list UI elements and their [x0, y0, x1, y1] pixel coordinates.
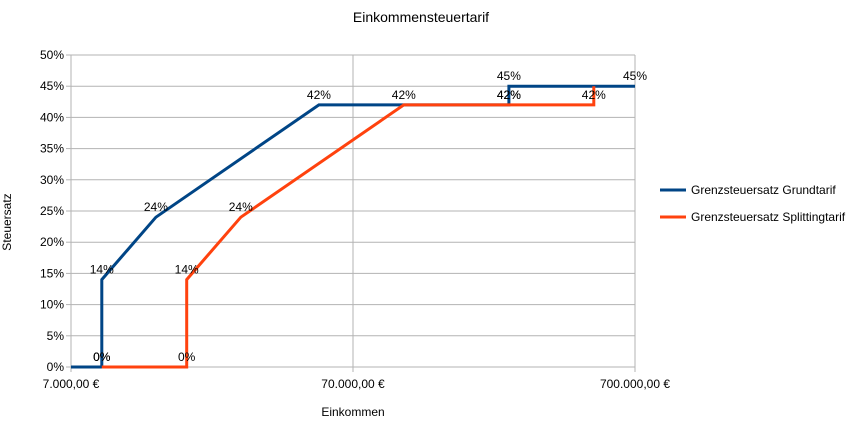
y-tick-label: 30%	[40, 173, 64, 187]
data-label: 24%	[229, 200, 253, 214]
data-label: 24%	[144, 200, 168, 214]
series-line-2	[101, 86, 596, 369]
legend-entry: Grenzsteuersatz Splittingtarif	[691, 210, 846, 224]
data-label: 0%	[178, 350, 196, 364]
data-label: 0%	[93, 350, 111, 364]
y-tick-label: 25%	[40, 204, 64, 218]
y-tick-label: 5%	[47, 329, 65, 343]
data-labels: 14%24%42% 42%45% 45%0%0%14%24%42% 42% 42%0%	[90, 69, 648, 364]
data-label: 42%	[497, 88, 521, 102]
y-tick-label: 50%	[40, 48, 64, 62]
y-tick-label: 35%	[40, 142, 64, 156]
y-tick-label: 20%	[40, 235, 64, 249]
series-layer	[71, 84, 635, 369]
data-label: 42%	[392, 88, 416, 102]
data-label: 45%	[497, 69, 521, 83]
legend-entry: Grenzsteuersatz Grundtarif	[691, 183, 836, 197]
y-tick-label: 45%	[40, 79, 64, 93]
x-axis-label: Einkommen	[321, 405, 384, 419]
y-tick-label: 15%	[40, 266, 64, 280]
data-label: 0%	[93, 350, 111, 364]
chart-title: Einkommensteuertarif	[353, 9, 489, 25]
legend: Grenzsteuersatz Grundtarif Grenzsteuersat…	[660, 183, 846, 224]
data-label: 14%	[90, 263, 114, 277]
data-label: 42%	[582, 88, 606, 102]
series-line-1	[71, 84, 635, 369]
data-label: 45%	[623, 69, 647, 83]
axes: 0% 5% 10% 15% 20% 25% 30% 35% 40% 45% 50% 7.000,00 …	[40, 48, 670, 391]
y-tick-label: 10%	[40, 298, 64, 312]
y-tick-label: 40%	[40, 110, 64, 124]
x-tick-label: 70.000,00 €	[321, 377, 385, 391]
x-tick-label: 7.000,00 €	[43, 377, 100, 391]
x-tick-label: 700.000,00 €	[600, 377, 670, 391]
y-tick-label: 0%	[47, 360, 65, 374]
data-label: 42%	[497, 88, 521, 102]
data-label: 42%	[307, 88, 331, 102]
y-axis-label: Steuersatz	[0, 193, 14, 250]
data-label: 14%	[175, 263, 199, 277]
